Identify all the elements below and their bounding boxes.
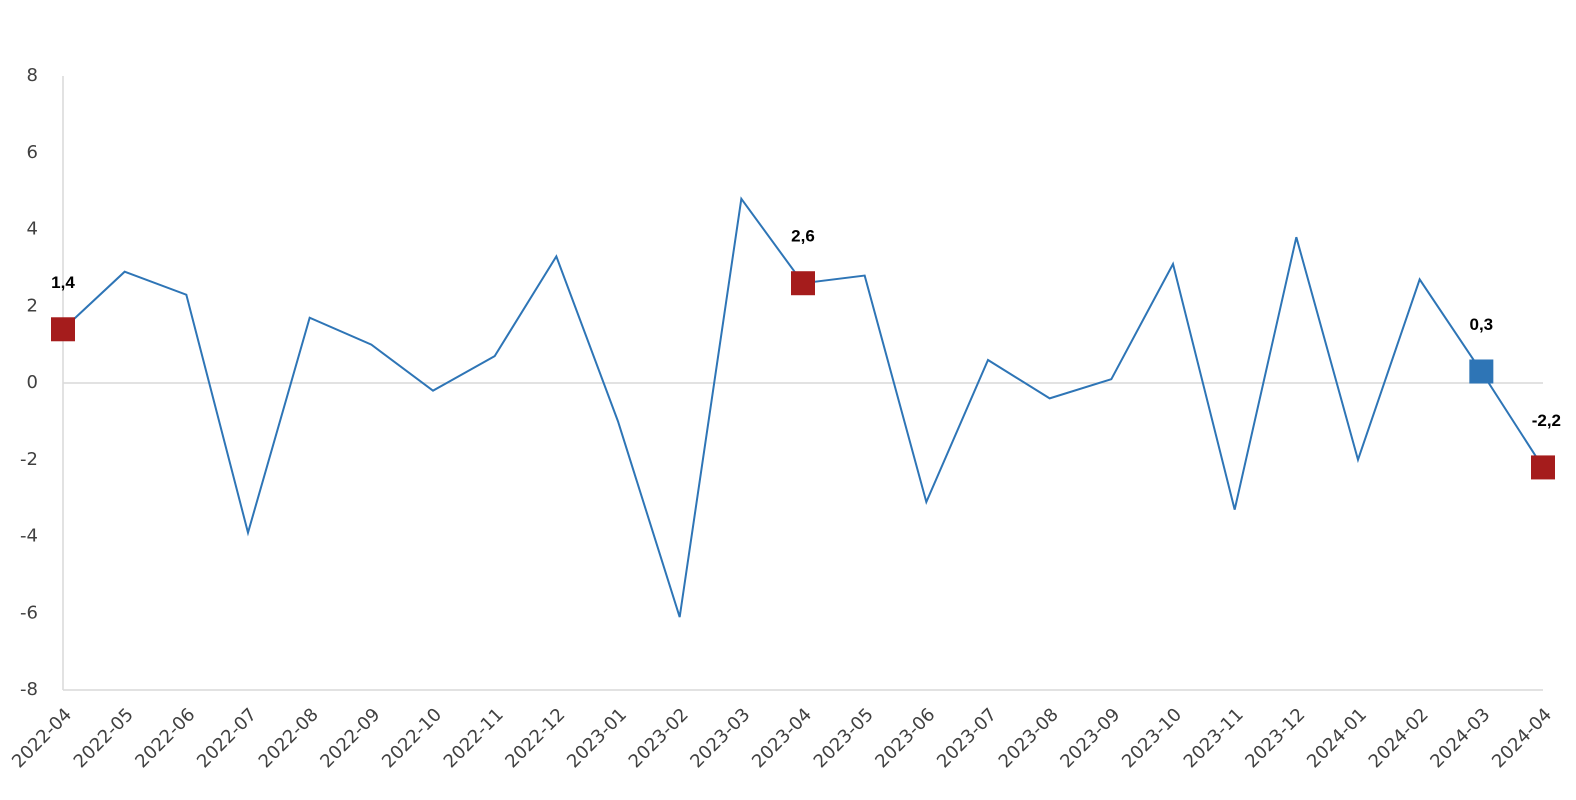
x-tick-label: 2024-04 xyxy=(1488,704,1556,772)
x-tick-label: 2024-02 xyxy=(1365,704,1433,772)
x-tick-label: 2022-07 xyxy=(193,704,261,772)
x-tick-label: 2023-10 xyxy=(1118,704,1186,772)
x-tick-label: 2022-12 xyxy=(501,704,569,772)
y-tick-label: -6 xyxy=(20,602,38,623)
x-tick-label: 2023-07 xyxy=(933,704,1001,772)
x-tick-label: 2023-12 xyxy=(1241,704,1309,772)
marker xyxy=(51,317,75,342)
data-label: -2,2 xyxy=(1532,411,1561,430)
x-tick-label: 2022-10 xyxy=(378,704,446,772)
y-tick-label: -2 xyxy=(20,449,38,470)
x-tick-label: 2023-04 xyxy=(748,704,816,772)
x-tick-label: 2023-01 xyxy=(563,704,631,772)
y-tick-label: 6 xyxy=(27,142,38,163)
y-tick-label: 0 xyxy=(27,372,38,393)
y-tick-label: 8 xyxy=(27,65,38,86)
data-label: 2,6 xyxy=(791,227,815,246)
y-tick-label: 2 xyxy=(27,295,38,316)
x-tick-label: 2022-09 xyxy=(316,704,384,772)
x-tick-label: 2023-09 xyxy=(1056,704,1124,772)
x-tick-label: 2024-03 xyxy=(1426,704,1494,772)
x-tick-label: 2023-11 xyxy=(1180,704,1248,772)
data-label: 0,3 xyxy=(1470,315,1494,334)
x-tick-label: 2023-02 xyxy=(625,704,693,772)
marker xyxy=(791,271,815,296)
y-tick-label: -8 xyxy=(20,679,38,700)
y-tick-label: -4 xyxy=(20,526,38,547)
marker xyxy=(1469,359,1494,384)
x-tick-label: 2022-04 xyxy=(8,704,76,772)
x-tick-label: 2023-08 xyxy=(995,704,1063,772)
data-label: 1,4 xyxy=(51,273,75,292)
x-tick-label: 2023-05 xyxy=(810,704,878,772)
line xyxy=(62,196,1544,618)
y-tick-label: 4 xyxy=(27,219,38,240)
marker xyxy=(1531,455,1555,480)
x-tick-label: 2024-01 xyxy=(1303,704,1371,772)
x-tick-label: 2023-03 xyxy=(686,704,754,772)
x-tick-label: 2022-08 xyxy=(255,704,323,772)
x-tick-label: 2022-11 xyxy=(440,704,508,772)
x-tick-label: 2022-05 xyxy=(70,704,138,772)
x-tick-label: 2022-06 xyxy=(131,704,199,772)
x-tick-label: 2023-06 xyxy=(871,704,939,772)
